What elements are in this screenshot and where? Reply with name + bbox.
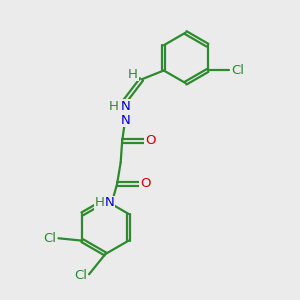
Text: Cl: Cl	[74, 269, 87, 282]
Text: N: N	[120, 100, 130, 113]
Text: O: O	[140, 177, 150, 190]
Text: N: N	[105, 196, 115, 209]
Text: H: H	[109, 100, 119, 113]
Text: H: H	[128, 68, 138, 81]
Text: Cl: Cl	[44, 232, 57, 245]
Text: O: O	[145, 134, 155, 147]
Text: N: N	[120, 114, 130, 127]
Text: Cl: Cl	[231, 64, 244, 77]
Text: H: H	[95, 196, 105, 209]
